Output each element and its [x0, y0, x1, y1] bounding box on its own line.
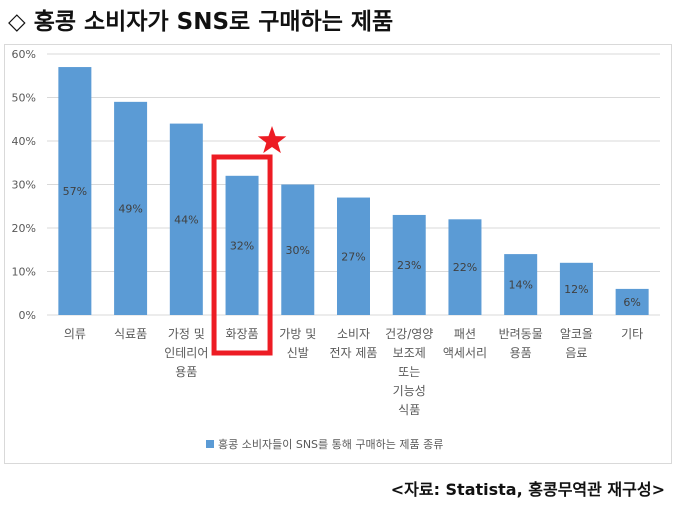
data-label: 49%: [118, 202, 142, 215]
x-tick-label: 액세서리: [443, 346, 487, 360]
y-tick-label: 60%: [12, 48, 36, 61]
x-tick-label: 전자 제품: [330, 346, 378, 360]
y-tick-label: 10%: [12, 266, 36, 279]
x-tick-label: 식품: [398, 403, 420, 417]
legend-label: 홍콩 소비자들이 SNS를 통해 구매하는 제품 종류: [218, 437, 443, 451]
highlight-box: [211, 154, 273, 356]
data-label: 27%: [341, 250, 365, 263]
x-tick-label: 반려동물: [499, 327, 543, 341]
x-tick-label: 의류: [64, 327, 86, 341]
x-tick-label: 보조제: [393, 346, 426, 360]
data-label: 44%: [174, 213, 198, 226]
data-label: 14%: [508, 279, 532, 292]
data-label: 57%: [63, 185, 87, 198]
x-tick-label: 건강/영양: [385, 327, 433, 341]
bar: [58, 67, 92, 315]
bar: [392, 214, 426, 315]
x-tick-label: 화장품: [225, 327, 258, 341]
y-tick-label: 30%: [12, 179, 36, 192]
x-tick-label: 용품: [175, 365, 197, 379]
y-tick-label: 0%: [19, 309, 36, 322]
star-icon: [257, 126, 287, 154]
source-note: <자료: Statista, 홍콩무역관 재구성>: [390, 480, 665, 499]
bar: [504, 254, 538, 315]
y-tick-label: 50%: [12, 92, 36, 105]
x-tick-label: 알코올: [560, 327, 593, 341]
data-label: 12%: [564, 283, 588, 296]
x-tick-label: 패션: [454, 327, 476, 341]
bar: [114, 101, 148, 315]
bar: [448, 219, 482, 315]
x-tick-label: 기능성: [393, 384, 426, 398]
x-tick-label: 식료품: [114, 327, 147, 341]
bar: [559, 262, 593, 315]
bar: [281, 184, 315, 315]
legend-swatch: [206, 440, 214, 448]
bar: [337, 197, 370, 315]
bar: [225, 175, 259, 315]
bar-chart: 0% 10% 20% 30% 40% 50% 60% 57% 의류 49% 식료품 44% 가정 및인테…: [12, 48, 660, 451]
x-tick-label: 음료: [565, 346, 587, 360]
data-label: 6%: [623, 296, 640, 309]
bar: [615, 288, 649, 315]
y-tick-label: 20%: [12, 222, 36, 235]
data-label: 30%: [286, 244, 310, 257]
data-label: 32%: [230, 239, 254, 252]
page-title: ◇ 홍콩 소비자가 SNS로 구매하는 제품: [8, 9, 394, 35]
data-label: 22%: [453, 261, 477, 274]
x-tick-label: 기타: [621, 327, 643, 341]
x-tick-label: 소비자: [337, 327, 370, 341]
x-tick-label: 용품: [510, 346, 532, 360]
y-tick-label: 40%: [12, 135, 36, 148]
x-tick-label: 인테리어: [164, 346, 208, 360]
x-tick-label: 신발: [287, 346, 309, 360]
bar: [169, 123, 203, 315]
x-tick-label: 또는: [398, 365, 420, 379]
x-tick-label: 가방 및: [279, 327, 316, 341]
x-tick-label: 가정 및: [168, 327, 205, 341]
data-label: 23%: [397, 259, 421, 272]
